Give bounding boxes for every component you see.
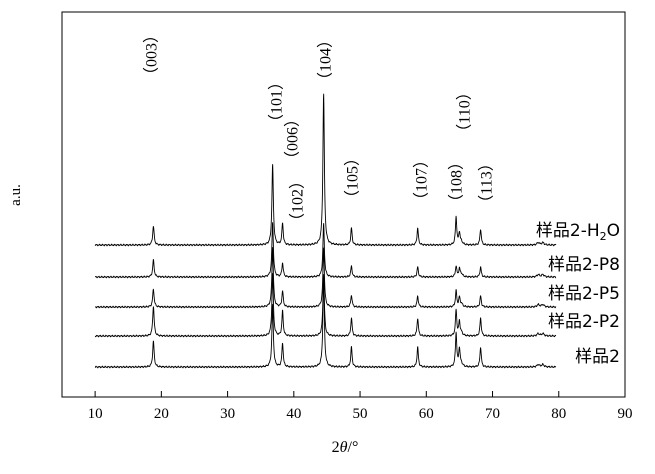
series-label: 样品2-P5 [548,284,620,304]
series-label: 样品2-P8 [548,255,620,275]
peak-label: （105） [344,150,362,206]
series-curves [94,93,557,369]
x-axis-label: 2θ/° [332,439,359,456]
peak-label: （101） [268,74,286,130]
peak-label: （113） [478,155,496,210]
series-line [94,222,557,279]
x-tick-label: 40 [286,406,301,422]
x-tick-label: 80 [551,406,566,422]
x-tick-label: 10 [88,406,103,422]
series-line [94,272,557,338]
peak-label: （102） [289,173,307,229]
series-line [94,246,557,309]
peak-label: （003） [143,27,161,83]
x-tick-label: 20 [154,406,169,422]
x-tick-label: 70 [485,406,500,422]
x-tick-label: 30 [220,406,235,422]
peak-label: （107） [413,152,431,208]
series-labels: 样品2-H2O 样品2-P8 样品2-P5 样品2-P2 样品2 [536,221,620,367]
series-label: 样品2-P2 [548,312,620,332]
x-axis-ticks: 10 20 30 40 50 60 70 80 90 [88,391,633,422]
peak-label: （104） [317,32,335,88]
y-axis-label: a.u. [8,184,24,206]
peak-label: （108） [448,154,466,210]
peak-label: （110） [456,84,474,139]
peak-label: （006） [284,111,302,167]
series-line [94,93,557,247]
peak-labels: （003） （101）（006） （102） （104） （105） （107） （108）… [143,27,496,229]
series-label: 样品2-H2O [536,221,620,243]
plot-frame [61,11,626,398]
x-tick-label: 60 [419,406,434,422]
x-tick-label: 50 [353,406,368,422]
x-tick-label: 90 [618,406,633,422]
series-label: 样品2 [575,347,620,367]
series-line [94,276,557,369]
